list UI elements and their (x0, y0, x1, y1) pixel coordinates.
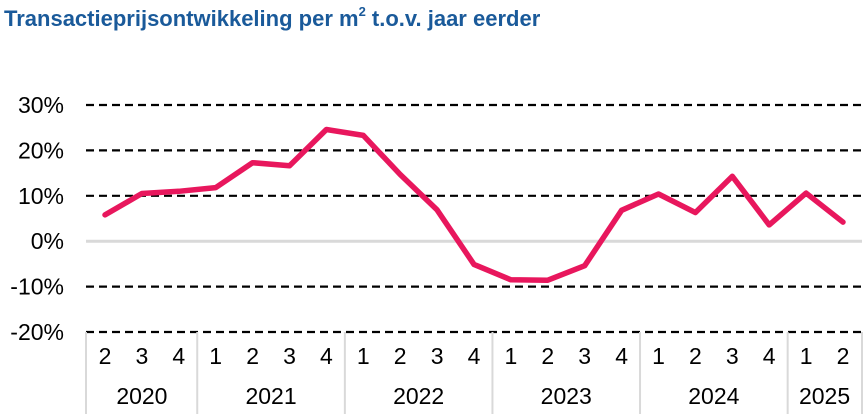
x-tick-label: 2 (689, 343, 702, 369)
y-tick-label: 0% (31, 228, 64, 254)
y-tick-label: 30% (18, 92, 64, 118)
x-tick-label: 1 (652, 343, 665, 369)
chart-title-rest: t.o.v. jaar eerder (365, 6, 541, 31)
y-tick-label: -20% (10, 319, 64, 345)
x-tick-label: 2 (394, 343, 407, 369)
x-tick-label: 4 (172, 343, 185, 369)
x-tick-label: 3 (578, 343, 591, 369)
x-tick-label: 1 (505, 343, 518, 369)
x-tick-label: 1 (357, 343, 370, 369)
x-year-label: 2025 (799, 383, 850, 409)
y-tick-label: -10% (10, 274, 64, 300)
chart-title: Transactieprijsontwikkeling per m2 t.o.v… (4, 3, 541, 32)
x-year-label: 2024 (688, 383, 739, 409)
x-tick-label: 3 (283, 343, 296, 369)
x-tick-label: 2 (541, 343, 554, 369)
x-year-label: 2023 (541, 383, 592, 409)
x-year-label: 2020 (116, 383, 167, 409)
y-tick-label: 10% (18, 183, 64, 209)
x-tick-label: 4 (615, 343, 628, 369)
x-tick-label: 2 (246, 343, 259, 369)
x-tick-label: 4 (763, 343, 776, 369)
x-year-label: 2022 (393, 383, 444, 409)
series-line-0 (102, 126, 846, 283)
x-tick-label: 3 (431, 343, 444, 369)
x-tick-label: 2 (837, 343, 850, 369)
x-year-label: 2021 (245, 383, 296, 409)
x-tick-label: 2 (99, 343, 112, 369)
chart-title-main: Transactieprijsontwikkeling per m (4, 6, 359, 31)
x-tick-label: 3 (726, 343, 739, 369)
x-tick-label: 4 (468, 343, 481, 369)
x-tick-label: 1 (209, 343, 222, 369)
y-tick-label: 20% (18, 137, 64, 163)
x-tick-label: 4 (320, 343, 333, 369)
x-tick-label: 1 (800, 343, 813, 369)
x-tick-label: 3 (136, 343, 149, 369)
chart-title-superscript: 2 (358, 3, 366, 19)
